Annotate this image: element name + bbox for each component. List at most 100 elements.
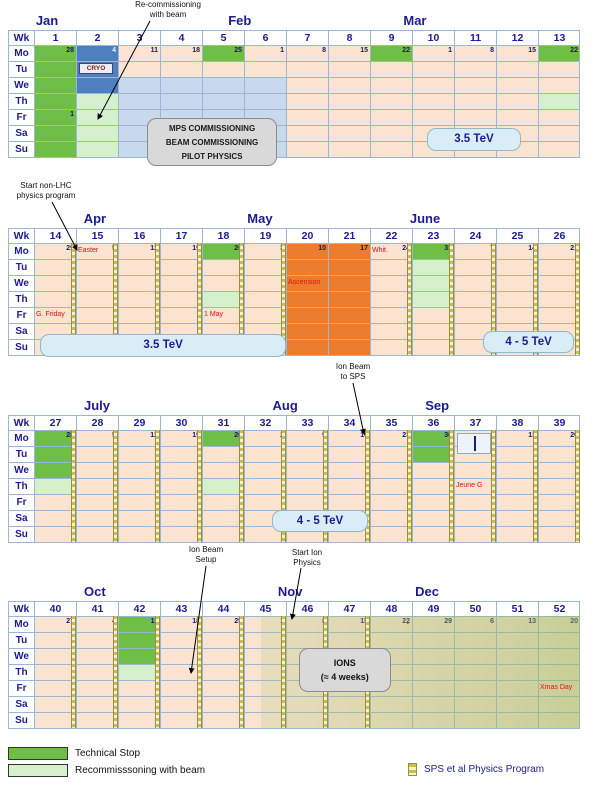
sps-program-strip-wk31 xyxy=(239,430,244,542)
day-label-tu: Tu xyxy=(8,632,34,648)
cell-wk16-tu xyxy=(118,259,160,275)
week-number-18: 18 xyxy=(202,228,244,243)
cell-wk2-th xyxy=(76,93,118,109)
holiday-note: Whit. xyxy=(372,247,388,254)
overlay-box-line: PILOT PHYSICS xyxy=(181,151,243,161)
annotation-line: Ion Beam xyxy=(188,545,224,554)
cell-wk27-mo: 28 xyxy=(34,430,76,446)
cell-wk38-sa xyxy=(496,510,538,526)
cell-wk28-sa xyxy=(76,510,118,526)
cell-wk36-we xyxy=(412,462,454,478)
week-number-8: 8 xyxy=(328,30,370,45)
annotation-line: Start Ion xyxy=(291,548,323,557)
cell-wk13-sa xyxy=(538,125,580,141)
cell-wk20-fr xyxy=(286,307,328,323)
cell-wk6-mo: 1 xyxy=(244,45,286,61)
cell-wk19-we xyxy=(244,275,286,291)
week-number-32: 32 xyxy=(244,415,286,430)
day-label-sa: Sa xyxy=(8,125,34,141)
cell-wk18-we xyxy=(202,275,244,291)
holiday-note: Xmas Day xyxy=(540,684,573,691)
cell-wk33-we xyxy=(286,462,328,478)
day-label-su: Su xyxy=(8,141,34,157)
cell-wk30-tu xyxy=(160,446,202,462)
week-number-25: 25 xyxy=(496,228,538,243)
cell-wk32-we xyxy=(244,462,286,478)
cell-wk41-sa xyxy=(76,696,118,712)
week-number-40: 40 xyxy=(34,601,76,616)
cell-wk27-su xyxy=(34,526,76,542)
cell-wk24-fr xyxy=(454,307,496,323)
cell-wk44-tu xyxy=(202,632,244,648)
overlay-box-line: 3.5 TeV xyxy=(143,339,183,352)
month-label-sep: Sep xyxy=(425,398,450,413)
week-number-22: 22 xyxy=(370,228,412,243)
week-number-51: 51 xyxy=(496,601,538,616)
week-number-47: 47 xyxy=(328,601,370,616)
day-number: 4 xyxy=(112,47,116,54)
cell-wk35-tu xyxy=(370,446,412,462)
sps-program-label: SPS et al Physics Program xyxy=(424,764,545,775)
sps-program-strip-wk28 xyxy=(113,430,118,542)
cell-wk20-sa xyxy=(286,323,328,339)
cell-wk23-mo: 31 xyxy=(412,243,454,259)
cell-wk43-we xyxy=(160,648,202,664)
day-label-tu: Tu xyxy=(8,61,34,77)
cell-wk20-we xyxy=(286,275,328,291)
cell-wk39-mo: 20 xyxy=(538,430,580,446)
day-number: 1 xyxy=(70,111,74,118)
cell-wk7-tu xyxy=(286,61,328,77)
cell-wk38-we xyxy=(496,462,538,478)
cell-wk35-we xyxy=(370,462,412,478)
day-label-fr: Fr xyxy=(8,494,34,510)
cell-wk40-tu xyxy=(34,632,76,648)
week-number-5: 5 xyxy=(202,30,244,45)
sps-program-strip-wk37 xyxy=(491,430,496,542)
cell-wk34-we xyxy=(328,462,370,478)
cell-wk26-th xyxy=(538,291,580,307)
day-number: 25 xyxy=(234,618,242,625)
legend-left-column: Technical Stop Recommisssoning with beam xyxy=(8,746,205,780)
day-label-th: Th xyxy=(8,664,34,680)
cell-wk24-we xyxy=(454,275,496,291)
day-number: 21 xyxy=(570,245,578,252)
cell-wk43-sa xyxy=(160,696,202,712)
week-number-38: 38 xyxy=(496,415,538,430)
cell-wk36-su xyxy=(412,526,454,542)
cell-wk12-th xyxy=(496,93,538,109)
day-number: 18 xyxy=(192,47,200,54)
cell-wk4-mo: 18 xyxy=(160,45,202,61)
sps-program-strip-wk38 xyxy=(533,430,538,542)
annotation-line: Ion Beam xyxy=(335,362,371,371)
day-label-su: Su xyxy=(8,712,34,728)
holiday-note: Ascension xyxy=(288,279,321,286)
day-number: 11 xyxy=(151,618,158,625)
cell-wk14-fr xyxy=(34,307,76,323)
week-number-30: 30 xyxy=(160,415,202,430)
cell-wk39-we xyxy=(538,462,580,478)
grid-bottom-edge xyxy=(8,728,580,729)
month-label-july: July xyxy=(83,398,110,413)
cell-wk37-sa xyxy=(454,510,496,526)
cell-wk8-fr xyxy=(328,109,370,125)
cell-wk3-mo: 11 xyxy=(118,45,160,61)
cell-wk31-mo: 26 xyxy=(202,430,244,446)
cell-wk1-th xyxy=(34,93,76,109)
cell-wk43-su xyxy=(160,712,202,728)
cell-wk19-fr xyxy=(244,307,286,323)
cell-wk42-fr xyxy=(118,680,160,696)
cell-wk39-th xyxy=(538,478,580,494)
cell-wk29-sa xyxy=(118,510,160,526)
overlay-box-mps-commissioning: MPS COMMISSIONING BEAM COMMISSIONING PILOT… xyxy=(146,117,278,166)
cell-wk15-fr xyxy=(76,307,118,323)
cell-wk14-we xyxy=(34,275,76,291)
cell-wk40-fr xyxy=(34,680,76,696)
cell-wk24-th xyxy=(454,291,496,307)
cell-wk22-sa xyxy=(370,323,412,339)
recommissioning-label: Recommisssoning with beam xyxy=(75,765,206,776)
cell-wk3-th xyxy=(118,93,160,109)
week-number-31: 31 xyxy=(202,415,244,430)
day-label-su: Su xyxy=(8,339,34,355)
cell-wk7-we xyxy=(286,77,328,93)
sps-program-strip-wk44 xyxy=(239,616,244,728)
